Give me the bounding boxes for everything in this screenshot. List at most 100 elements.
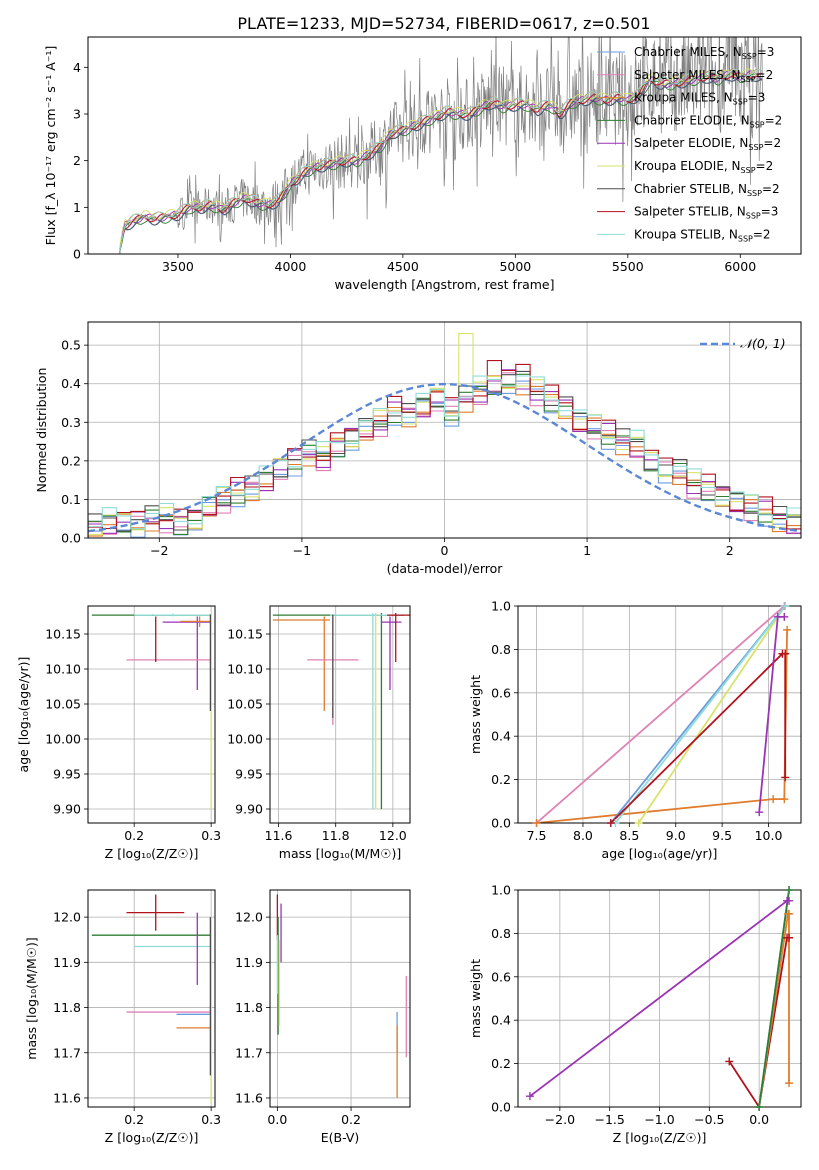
- x-tick-label: −1.0: [644, 1112, 674, 1127]
- weight-marker: [725, 1057, 734, 1066]
- weight-marker: [783, 625, 792, 634]
- axes-frame: [517, 605, 802, 824]
- x-tick-label: −1: [293, 543, 311, 558]
- plot-area-age_vs_Z: [91, 613, 212, 809]
- y-tick-label: 11.8: [235, 1000, 263, 1015]
- x-tick-label: 11.8: [322, 828, 350, 843]
- y-tick-label: 12.0: [235, 910, 263, 925]
- panel-residuals: −2 −1 0 1 2 0.0 0.1 0.2 0.3 0.4 0.5 (data-model)/er…: [34, 321, 802, 576]
- y-axis-label: mass [log₁₀(M/M☉)]: [24, 937, 39, 1059]
- x-tick-label: −1.5: [594, 1112, 624, 1127]
- weight-marker: [532, 819, 541, 827]
- x-tick-label: 0: [441, 543, 449, 558]
- x-axis-label: Z [log₁₀(Z/Z☉)]: [613, 1130, 707, 1145]
- weight-marker: [781, 773, 790, 782]
- weight-marker: [785, 933, 794, 942]
- x-tick-label: 0.2: [341, 1112, 361, 1127]
- weight-marker: [785, 909, 794, 918]
- weight-marker: [755, 1103, 764, 1111]
- x-tick-label: 0.3: [201, 828, 221, 843]
- x-axis-label: Z [log₁₀(Z/Z☉)]: [105, 846, 199, 861]
- y-tick-label: 0.3: [61, 415, 81, 430]
- x-axis-label: age [log₁₀(age/yr)]: [602, 846, 718, 861]
- y-axis-label: age [log₁₀(age/yr)]: [16, 657, 31, 773]
- x-axis-label: E(B-V): [321, 1130, 360, 1145]
- y-axis-label: mass weight: [468, 675, 483, 754]
- weight-marker: [769, 795, 778, 804]
- y-tick-label: 11.7: [53, 1045, 81, 1060]
- weight-marker: [780, 795, 789, 804]
- panel-weight_vs_age: 7.5 8.0 8.5 9.0 9.5 10.0 0.0 0.2 0.4 0.6 0.8 1.0 age…: [468, 599, 802, 861]
- x-tick-label: 12.0: [379, 828, 407, 843]
- y-tick-label: 0.5: [61, 338, 81, 353]
- y-tick-label: 9.95: [235, 767, 263, 782]
- legend-entry: Kroupa ELODIE, NSSP=2: [634, 159, 773, 175]
- axes-frame: [269, 889, 411, 1108]
- legend-entry: 𝒩(0, 1): [740, 336, 786, 351]
- y-tick-label: 3: [73, 107, 81, 122]
- histogram-step-line: [88, 375, 801, 538]
- y-tick-label: 1.0: [491, 883, 511, 898]
- x-tick-label: 0.0: [749, 1112, 769, 1127]
- y-axis-label: mass weight: [468, 959, 483, 1038]
- y-axis-label: Flux [f_λ 10⁻¹⁷ erg cm⁻² s⁻¹ A⁻¹]: [43, 46, 58, 246]
- x-tick-label: 9.5: [712, 828, 732, 843]
- x-tick-label: 4000: [275, 259, 307, 274]
- axes-frame: [87, 605, 216, 824]
- x-tick-label: 11.6: [265, 828, 293, 843]
- x-tick-label: 6000: [724, 259, 756, 274]
- x-tick-label: 0.0: [267, 1112, 287, 1127]
- y-tick-label: 0.8: [491, 642, 511, 657]
- x-axis-label: Z [log₁₀(Z/Z☉)]: [105, 1130, 199, 1145]
- y-tick-label: 11.7: [235, 1045, 263, 1060]
- y-tick-label: 10.05: [227, 697, 263, 712]
- x-tick-label: −0.5: [694, 1112, 724, 1127]
- spectrum-model-line: [119, 72, 763, 253]
- plot-area-mass_vs_Z: [91, 894, 212, 1103]
- panel-age_vs_Z: 0.2 0.3 9.90 9.95 10.00 10.05 10.10 10.15 Z [log…: [16, 605, 221, 861]
- y-tick-label: 11.9: [53, 955, 81, 970]
- panel-age_vs_mass: 11.6 11.8 12.0 9.90 9.95 10.00 10.05 10.10 10.15…: [227, 605, 411, 861]
- weight-marker: [785, 896, 794, 905]
- x-tick-label: 5500: [612, 259, 644, 274]
- plot-area-residuals: [88, 333, 801, 538]
- y-tick-label: 11.9: [235, 955, 263, 970]
- x-tick-label: −2.0: [545, 1112, 575, 1127]
- x-axis-label: mass [log₁₀(M/M☉)]: [279, 846, 401, 861]
- y-tick-label: 0.1: [61, 492, 81, 507]
- weight-marker: [525, 1092, 534, 1101]
- legend-entry: Salpeter MILES, NSSP=2: [634, 68, 773, 84]
- legend-entry: Kroupa STELIB, NSSP=2: [634, 227, 771, 243]
- x-tick-label: 10.0: [755, 828, 783, 843]
- legend-entry: Salpeter STELIB, NSSP=3: [634, 205, 778, 221]
- axes-frame: [269, 605, 411, 824]
- y-tick-label: 0.0: [491, 1100, 511, 1115]
- y-tick-label: 4: [73, 60, 81, 75]
- weight-marker: [785, 1079, 794, 1088]
- x-tick-label: 1: [583, 543, 591, 558]
- spectrum-model-line: [119, 74, 763, 254]
- weight-marker: [781, 649, 790, 658]
- weight-line: [614, 606, 786, 823]
- spectrum-legend: Chabrier MILES, NSSP=3 Salpeter MILES, NS…: [597, 45, 782, 243]
- axes-frame: [87, 36, 802, 255]
- panel-weight_vs_Z: −2.0 −1.5 −1.0 −0.5 0.0 0.0 0.2 0.4 0.6 0.8 1.0 Z […: [468, 883, 802, 1145]
- x-tick-label: 8.5: [619, 828, 639, 843]
- y-tick-label: 11.8: [53, 1000, 81, 1015]
- panel-mass_vs_Z: 0.2 0.3 11.6 11.7 11.8 11.9 12.0 Z [log₁₀(Z/Z☉)…: [24, 889, 221, 1145]
- spectrum-model-line: [119, 68, 763, 254]
- figure-title: PLATE=1233, MJD=52734, FIBERID=0617, z=0…: [237, 14, 650, 33]
- y-tick-label: 11.6: [235, 1090, 263, 1105]
- x-tick-label: −2: [150, 543, 168, 558]
- x-tick-label: 9.0: [666, 828, 686, 843]
- y-tick-label: 10.05: [45, 697, 81, 712]
- weight-line: [536, 606, 785, 823]
- y-tick-label: 2: [73, 153, 81, 168]
- y-tick-label: 9.95: [53, 767, 81, 782]
- y-tick-label: 0.4: [61, 376, 81, 391]
- plot-area-spectrum: [119, 37, 763, 254]
- x-tick-label: 4500: [387, 259, 419, 274]
- weight-marker: [781, 602, 790, 610]
- legend-entry: Chabrier MILES, NSSP=3: [634, 45, 774, 61]
- weight-line: [637, 606, 786, 823]
